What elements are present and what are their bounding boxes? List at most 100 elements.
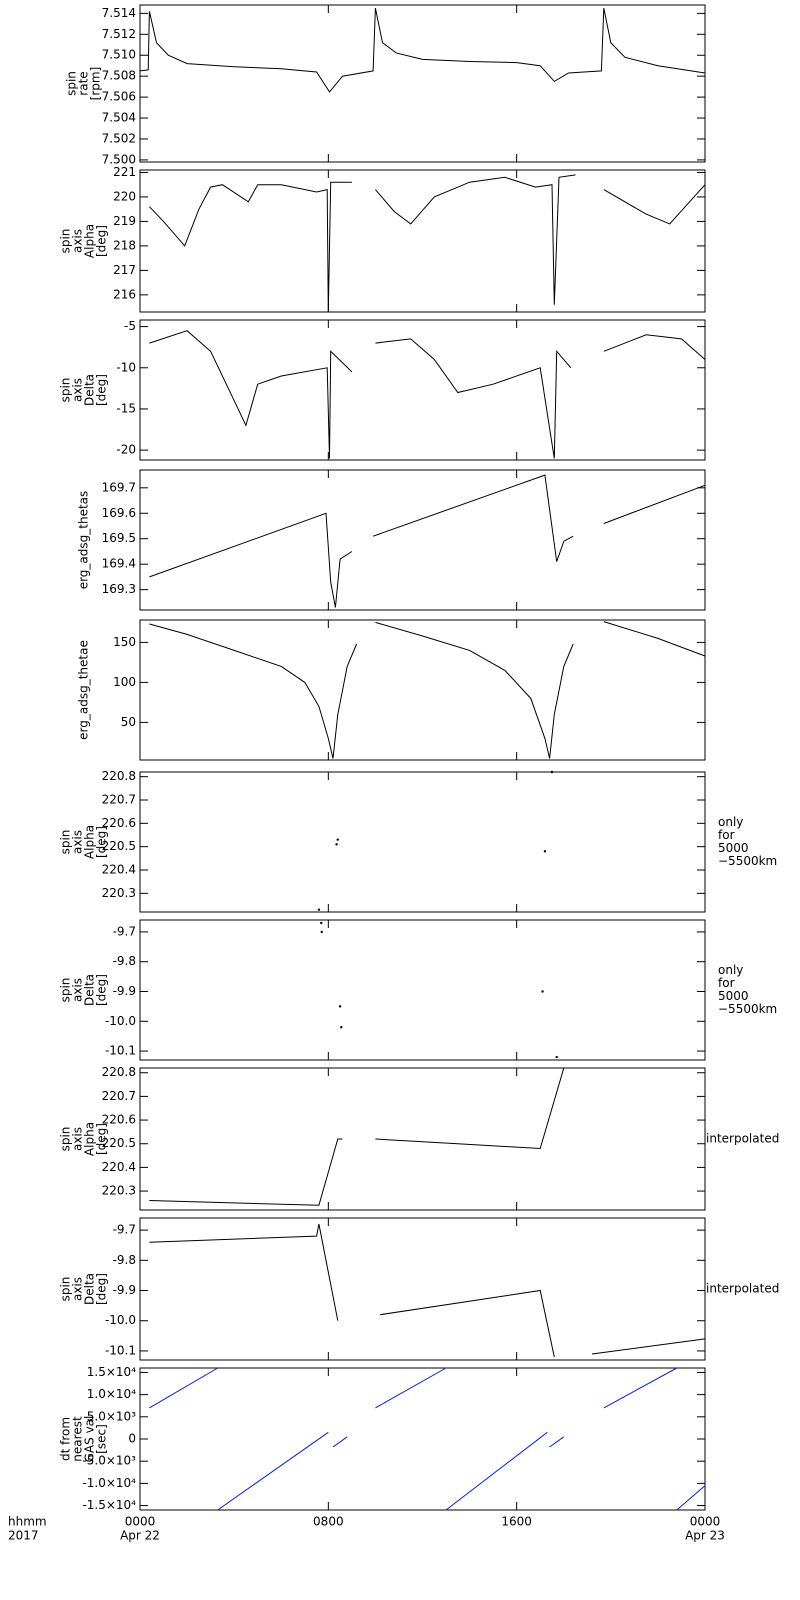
y-axis-label: spin [59, 378, 73, 403]
y-tick-label: 169.4 [102, 557, 136, 571]
data-line [149, 1067, 565, 1206]
y-tick-label: -9.8 [113, 1253, 136, 1267]
y-tick-label: 220.5 [102, 839, 136, 853]
y-tick-label: 218 [113, 238, 136, 252]
y-tick-label: 5.0×10³ [87, 1409, 136, 1423]
x-tick-date: Apr 22 [120, 1529, 160, 1543]
y-axis-label: [deg] [95, 826, 109, 858]
data-point [336, 838, 339, 841]
y-tick-label: -9.7 [113, 924, 136, 938]
y-axis-label: rate [77, 71, 91, 95]
y-tick-label: 7.512 [102, 27, 136, 41]
y-tick-label: 220 [113, 189, 136, 203]
x-tick-label: 0800 [313, 1515, 344, 1529]
data-line [149, 1367, 706, 1511]
y-tick-label: 150 [113, 635, 136, 649]
data-point [338, 1005, 342, 1008]
y-tick-label: 169.6 [102, 506, 136, 520]
y-axis-label: spin [65, 71, 79, 96]
y-tick-label: 169.3 [102, 582, 136, 596]
data-line [139, 7, 706, 93]
y-tick-label: -20 [116, 443, 136, 457]
data-point [320, 921, 323, 925]
y-axis-label: erg_adsg_thetae [77, 640, 91, 740]
y-tick-label: 7.506 [102, 90, 136, 104]
plot-frame [139, 469, 706, 611]
y-tick-label: 7.510 [102, 48, 136, 62]
y-tick-label: 220.4 [102, 1160, 136, 1174]
y-tick-label: 169.7 [102, 480, 136, 494]
y-axis-label: [sec] [95, 1424, 109, 1454]
annotation: interpolated [706, 1132, 779, 1146]
y-tick-label: -10 [116, 360, 136, 374]
plot-frame [139, 771, 706, 913]
plot-frame [139, 619, 706, 761]
y-tick-label: 220.5 [102, 1136, 136, 1150]
y-tick-label: 220.6 [102, 1113, 136, 1127]
data-line [149, 621, 706, 759]
x-tick-label: 0000 [125, 1515, 156, 1529]
y-tick-label: 7.508 [102, 69, 136, 83]
y-axis-label: [deg] [95, 974, 109, 1006]
y-axis-label: Alpha [83, 825, 97, 859]
y-axis-label: [deg] [95, 225, 109, 257]
y-tick-label: 220.7 [102, 793, 136, 807]
y-tick-label: 221 [113, 165, 136, 179]
y-axis-label: [deg] [95, 1273, 109, 1305]
data-point [320, 930, 323, 934]
plot-frame [139, 169, 706, 313]
x-axis-label: hhmm [8, 1515, 47, 1529]
x-axis-label: 2017 [8, 1529, 39, 1543]
plot-frame [139, 4, 706, 163]
y-tick-label: -10.0 [105, 1014, 136, 1028]
y-tick-label: -10.0 [105, 1313, 136, 1327]
y-tick-label: 1.5×10⁴ [87, 1365, 136, 1379]
data-line [149, 174, 706, 313]
y-axis-label: nearest [71, 1416, 85, 1462]
y-axis-label: axis [71, 229, 85, 253]
y-tick-label: 219 [113, 214, 136, 228]
y-tick-label: 7.500 [102, 152, 136, 166]
y-axis-label: axis [71, 1127, 85, 1151]
y-axis-label: Delta [83, 374, 97, 406]
y-axis-label: axis [71, 1277, 85, 1301]
y-tick-label: 50 [121, 715, 136, 729]
annotation: only [718, 815, 743, 829]
y-axis-label: spin [59, 978, 73, 1003]
y-tick-label: -1.0×10⁴ [82, 1476, 136, 1490]
y-axis-label: Alpha [83, 1122, 97, 1156]
y-tick-label: -10.1 [105, 1044, 136, 1058]
plot-frame [139, 1067, 706, 1211]
plot-frame [139, 319, 706, 461]
y-tick-label: 220.3 [102, 1184, 136, 1198]
y-tick-label: -9.9 [113, 984, 136, 998]
annotation: −5500km [718, 854, 777, 868]
data-point [340, 1026, 343, 1029]
y-tick-label: 220.8 [102, 769, 136, 783]
y-axis-label: [deg] [95, 374, 109, 406]
y-tick-label: -5 [124, 319, 136, 333]
data-line [149, 1223, 706, 1358]
data-point [335, 843, 338, 846]
annotation: only [718, 963, 743, 977]
plot-frame [139, 1217, 706, 1361]
y-tick-label: 7.504 [102, 111, 136, 125]
y-tick-label: 100 [113, 675, 136, 689]
data-point [543, 850, 547, 853]
y-tick-label: 220.7 [102, 1089, 136, 1103]
y-axis-label: axis [71, 978, 85, 1002]
y-axis-label: spin [59, 1127, 73, 1152]
data-line [149, 474, 706, 608]
data-point [317, 908, 321, 911]
plot-frame [139, 919, 706, 1061]
y-axis-label: Alpha [83, 224, 97, 258]
x-tick-label: 0000 [690, 1515, 721, 1529]
y-tick-label: 7.502 [102, 131, 136, 145]
y-axis-label: Delta [83, 974, 97, 1006]
annotation: −5500km [718, 1002, 777, 1016]
y-axis-label: Delta [83, 1273, 97, 1305]
annotation: 5000 [718, 989, 749, 1003]
y-tick-label: 220.8 [102, 1065, 136, 1079]
y-tick-label: 169.5 [102, 531, 136, 545]
y-tick-label: -9.9 [113, 1283, 136, 1297]
